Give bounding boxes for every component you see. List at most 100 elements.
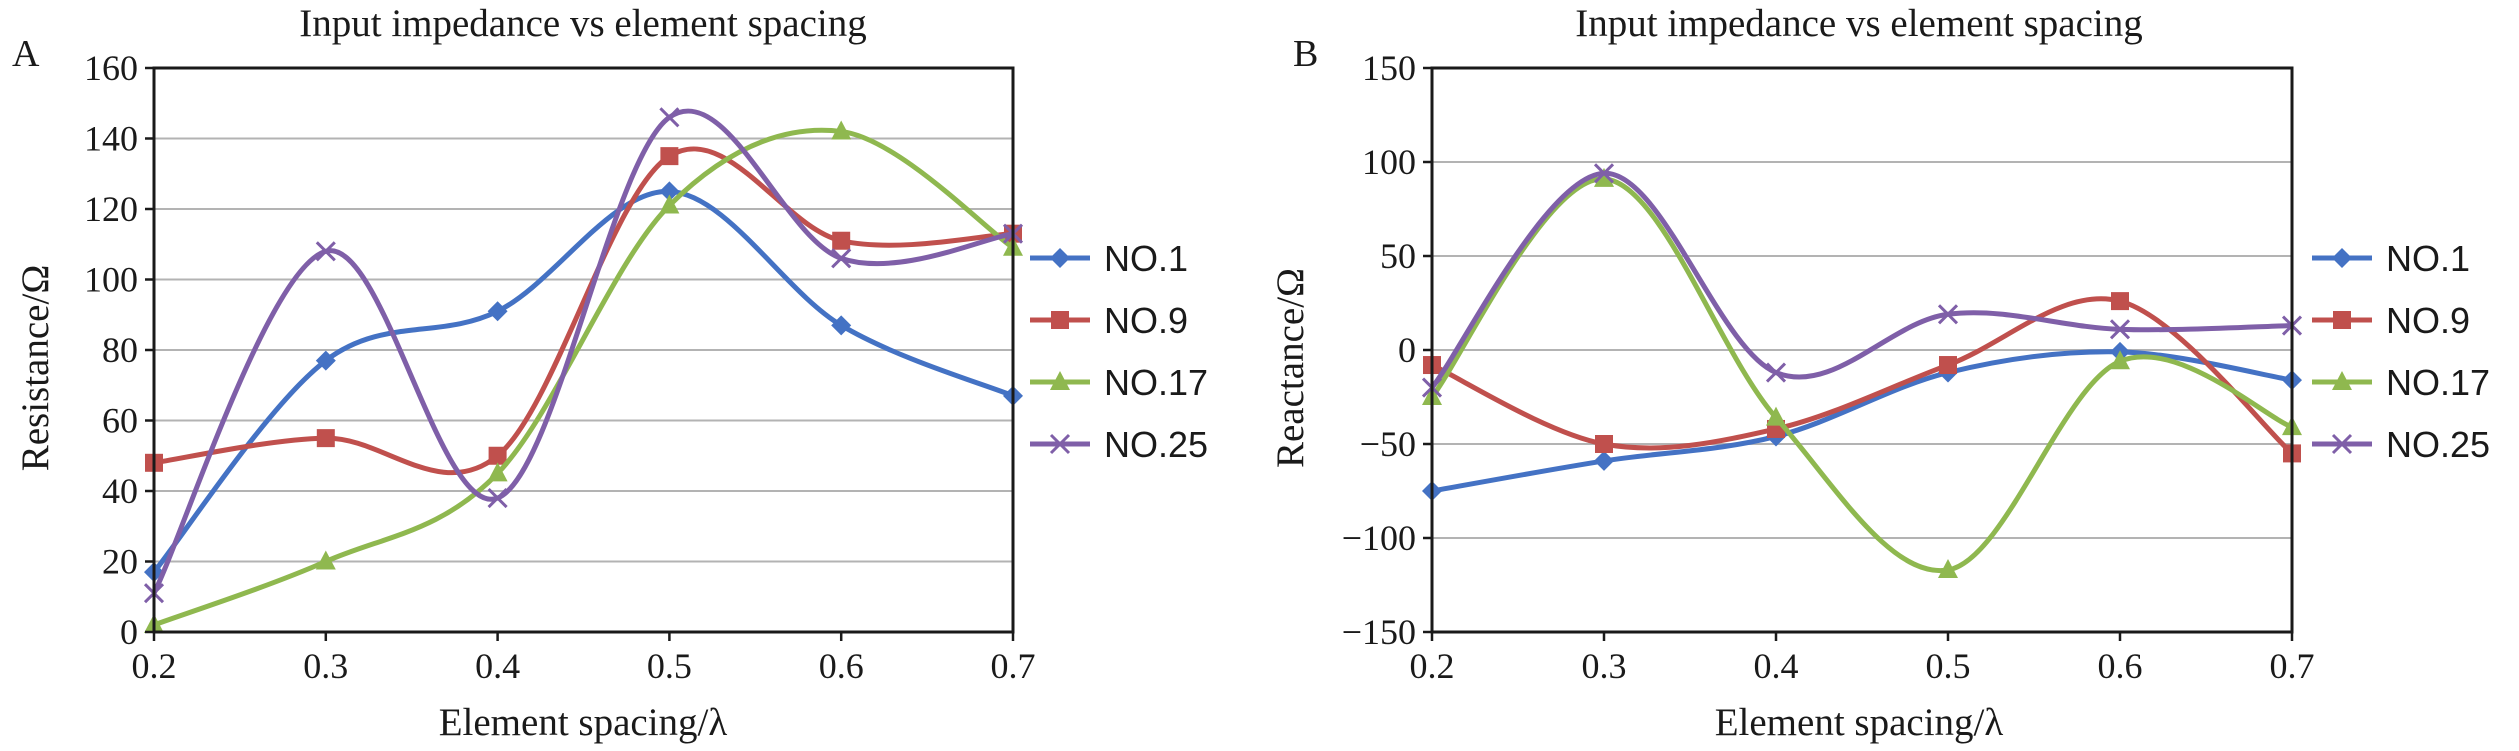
legend-marker-no17-a (1050, 371, 1070, 390)
x-tick-label-a: 0.5 (647, 646, 692, 686)
data-point-no25-b (1937, 304, 1959, 325)
y-tick-label-b: 0 (1398, 330, 1416, 370)
series-line-no25-b (1430, 170, 2293, 390)
series-line-no17-a (153, 127, 1015, 628)
data-point-no25-b (1593, 163, 1615, 184)
chart-title-a: Input impedance vs element spacing (299, 2, 866, 45)
legend-marker-no1-a (1050, 248, 1070, 268)
y-tick-label-b: 100 (1362, 142, 1416, 182)
data-point-no9-a (660, 147, 679, 166)
series-line-no1-b (1431, 349, 2293, 494)
legend-label-no25-b: NO.25 (2386, 424, 2490, 465)
plot-area-frame-b (1430, 66, 2294, 634)
axes-a: 0 20 40 60 80 100 120 140 160 0.2 0.3 0.4 0.5 0.6 0.7 (84, 48, 1036, 686)
x-tick-label-a: 0.4 (475, 646, 520, 686)
legend-label-no9-a: NO.9 (1104, 300, 1188, 341)
data-point-no9-a (832, 231, 851, 250)
legend-marker-no25-b (2331, 433, 2353, 455)
legend-item-no25-a: NO.25 (1030, 424, 1208, 465)
data-point-no17-a (831, 120, 852, 140)
data-point-no17-a (487, 462, 508, 482)
panel-letter-a: A (12, 33, 40, 75)
data-point-no9-b (1939, 356, 1957, 375)
chart-panel-a: A Input impedance vs element spacing Res… (12, 2, 1208, 744)
series-layer-b (1421, 163, 2303, 578)
panel-letter-b: B (1293, 33, 1318, 75)
x-tick-label-a: 0.6 (819, 646, 864, 686)
legend-label-no1-b: NO.1 (2386, 238, 2470, 279)
data-point-no25-a (487, 487, 508, 509)
legend-marker-no17-b (2332, 371, 2352, 390)
data-point-no1-a (315, 350, 336, 371)
data-point-no17-a (659, 194, 680, 214)
legend-item-no25-b: NO.25 (2312, 424, 2490, 465)
y-tick-label-b: −100 (1342, 518, 1416, 558)
series-line-no1-a (152, 188, 1014, 574)
y-tick-label-b: 150 (1362, 48, 1416, 88)
x-tick-label-a: 0.3 (303, 646, 348, 686)
x-tick-label-b: 0.6 (2098, 646, 2143, 686)
y-tick-label-b: −150 (1342, 612, 1416, 652)
x-tick-label-a: 0.2 (132, 646, 177, 686)
x-tick-label-b: 0.7 (2270, 646, 2315, 686)
legend-b: NO.1 NO.9 NO.17 NO.25 (2312, 238, 2490, 465)
y-tick-label-a: 60 (102, 401, 138, 441)
y-tick-label-a: 160 (84, 48, 138, 88)
data-point-no9-a (488, 446, 507, 465)
series-line-no9-b (1430, 296, 2294, 456)
x-axis-label-b: Element spacing/λ (1715, 701, 2004, 744)
data-point-no25-b (1765, 362, 1787, 383)
legend-a: NO.1 NO.9 NO.17 NO.25 (1030, 238, 1208, 465)
data-point-no25-a (315, 241, 336, 262)
data-point-no17-b (2110, 350, 2130, 370)
legend-item-no1-b: NO.1 (2312, 238, 2470, 279)
legend-item-no17-a: NO.17 (1030, 362, 1208, 403)
y-tick-label-a: 40 (102, 471, 138, 511)
data-point-no9-b (2111, 292, 2129, 311)
axes-b: −150 −100 −50 0 50 100 150 0.2 0.3 0.4 0.5 0.6 0.7 (1342, 48, 2315, 686)
y-tick-label-b: 50 (1380, 236, 1416, 276)
legend-item-no9-a: NO.9 (1030, 300, 1188, 341)
y-axis-label-a: Resistance/Ω (14, 265, 57, 472)
data-point-no17-b (1594, 167, 1614, 187)
chart-title-b: Input impedance vs element spacing (1575, 2, 2142, 45)
legend-marker-no9-a (1051, 311, 1069, 329)
data-point-no17-b (1938, 558, 1958, 578)
x-axis-label-a: Element spacing/λ (439, 701, 728, 744)
legend-item-no1-a: NO.1 (1030, 238, 1188, 279)
y-tick-label-a: 20 (102, 542, 138, 582)
data-point-no25-b (2109, 319, 2131, 340)
data-point-no25-a (831, 248, 852, 269)
data-point-no25-a (659, 107, 680, 128)
y-tick-label-a: 0 (120, 612, 138, 652)
legend-label-no25-a: NO.25 (1104, 424, 1208, 465)
y-tick-label-a: 80 (102, 330, 138, 370)
plot-area-frame-a (152, 66, 1015, 634)
y-tick-label-a: 120 (84, 189, 138, 229)
legend-label-no17-a: NO.17 (1104, 362, 1208, 403)
series-layer-a (143, 107, 1024, 633)
x-tick-label-b: 0.4 (1754, 646, 1799, 686)
chart-panel-b: B Input impedance vs element spacing Rea… (1269, 2, 2490, 744)
data-point-no9-b (1595, 435, 1613, 453)
x-tick-label-b: 0.3 (1582, 646, 1627, 686)
data-point-no17-a (315, 550, 336, 570)
legend-marker-no25-a (1049, 433, 1071, 455)
data-point-no17-b (1766, 406, 1786, 426)
data-point-no1-b (1594, 450, 1614, 471)
x-tick-label-b: 0.2 (1410, 646, 1455, 686)
y-tick-label-b: −50 (1360, 424, 1416, 464)
x-tick-label-a: 0.7 (991, 646, 1036, 686)
data-point-no9-a (316, 429, 335, 448)
legend-item-no17-b: NO.17 (2312, 362, 2490, 403)
series-line-no17-b (1430, 176, 2293, 574)
legend-label-no9-b: NO.9 (2386, 300, 2470, 341)
legend-label-no17-b: NO.17 (2386, 362, 2490, 403)
y-axis-label-b: Reactance/Ω (1269, 268, 1312, 468)
legend-item-no9-b: NO.9 (2312, 300, 2470, 341)
legend-marker-no9-b (2333, 311, 2351, 329)
y-tick-label-a: 100 (84, 260, 138, 300)
y-tick-label-a: 140 (84, 119, 138, 159)
data-point-no1-a (659, 181, 680, 202)
